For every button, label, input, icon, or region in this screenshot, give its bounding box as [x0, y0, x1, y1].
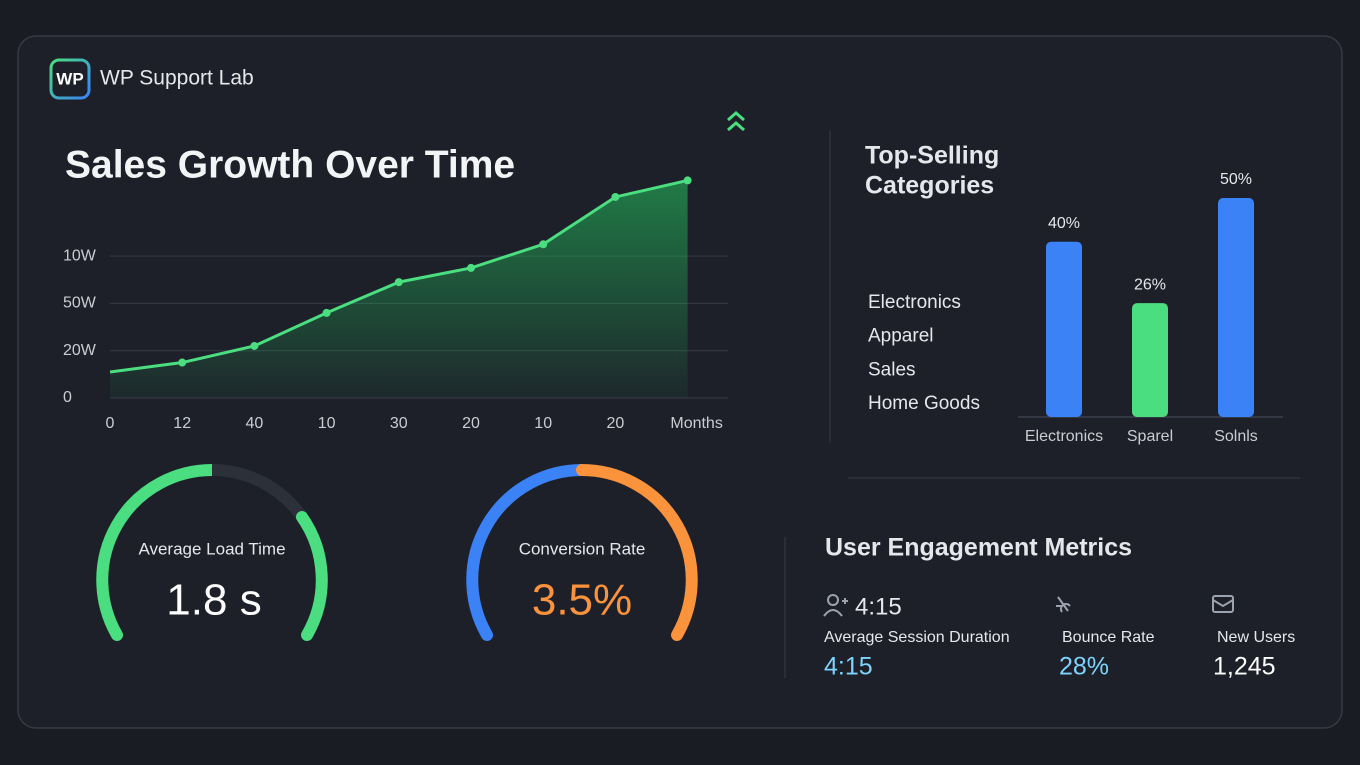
legend-item: Apparel — [868, 326, 934, 347]
point — [467, 263, 475, 272]
legend-item: Home Goods — [868, 393, 980, 414]
x-tick-label: 12 — [173, 415, 191, 432]
value-label: 50% — [1220, 171, 1252, 188]
x-tick-label: Months — [670, 415, 722, 432]
y-tick-label: 20W — [63, 342, 97, 359]
bar — [1218, 198, 1254, 417]
y-tick-label: 0 — [63, 389, 72, 406]
gauge-label: Conversion Rate — [519, 539, 646, 558]
x-tick-label: 10 — [534, 415, 552, 432]
y-tick-label: 50W — [63, 295, 97, 312]
bar — [1132, 303, 1168, 417]
metric-label: New Users — [1217, 629, 1295, 646]
point — [611, 192, 620, 201]
logo-text: WP — [56, 69, 83, 88]
x-tick-label: Sparel — [1127, 428, 1173, 445]
x-tick-label: 0 — [106, 415, 115, 432]
gauge-label: Average Load Time — [138, 539, 285, 558]
y-tick-label: 10W — [63, 247, 97, 264]
x-tick-label: 10 — [318, 415, 336, 432]
point — [394, 278, 403, 287]
growth-icon — [727, 111, 745, 132]
metric-value: 28% — [1059, 653, 1109, 681]
gauge-arc — [466, 464, 588, 641]
value-label: 26% — [1134, 276, 1166, 293]
point — [178, 358, 187, 367]
legend-item: Electronics — [868, 292, 961, 313]
gauge-arc — [576, 464, 698, 641]
point — [322, 308, 331, 317]
area — [110, 180, 688, 398]
gauge-value: 1.8 s — [166, 576, 261, 625]
point — [539, 240, 548, 249]
bar-title: Top-Selling — [865, 142, 999, 170]
metric-value: 1,245 — [1213, 653, 1276, 681]
brand-name: WP Support Lab — [100, 67, 254, 90]
value-label: 40% — [1048, 215, 1080, 232]
metric-label: Bounce Rate — [1062, 629, 1155, 646]
x-tick-label: 20 — [607, 415, 625, 432]
gauge-value: 3.5% — [532, 576, 632, 625]
gauge-track — [211, 464, 307, 521]
session-header: 4:15 — [855, 593, 902, 620]
x-tick-label: 20 — [462, 415, 480, 432]
engagement-title: User Engagement Metrics — [825, 534, 1132, 562]
gauge-arc — [296, 511, 328, 641]
x-tick-label: Solnls — [1214, 428, 1258, 445]
point — [683, 176, 692, 185]
x-tick-label: 40 — [246, 415, 264, 432]
metric-value: 4:15 — [824, 653, 873, 681]
icons — [823, 594, 1234, 617]
bar — [1046, 241, 1082, 417]
x-tick-label: Electronics — [1025, 428, 1103, 445]
gauge-arc — [96, 464, 218, 641]
legend-item: Sales — [868, 359, 916, 380]
chart-title: Sales Growth Over Time — [65, 143, 515, 186]
metric-label: Average Session Duration — [824, 629, 1010, 646]
point — [250, 341, 259, 350]
bar-title: Categories — [865, 172, 994, 200]
x-tick-label: 30 — [390, 415, 408, 432]
logo — [49, 58, 91, 100]
